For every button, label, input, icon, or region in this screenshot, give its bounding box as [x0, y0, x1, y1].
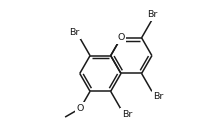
Text: O: O: [77, 104, 84, 113]
Text: Br: Br: [69, 28, 79, 37]
Text: Br: Br: [122, 110, 132, 119]
Text: Br: Br: [153, 92, 164, 101]
Text: Br: Br: [147, 10, 158, 19]
Text: O: O: [117, 33, 125, 42]
